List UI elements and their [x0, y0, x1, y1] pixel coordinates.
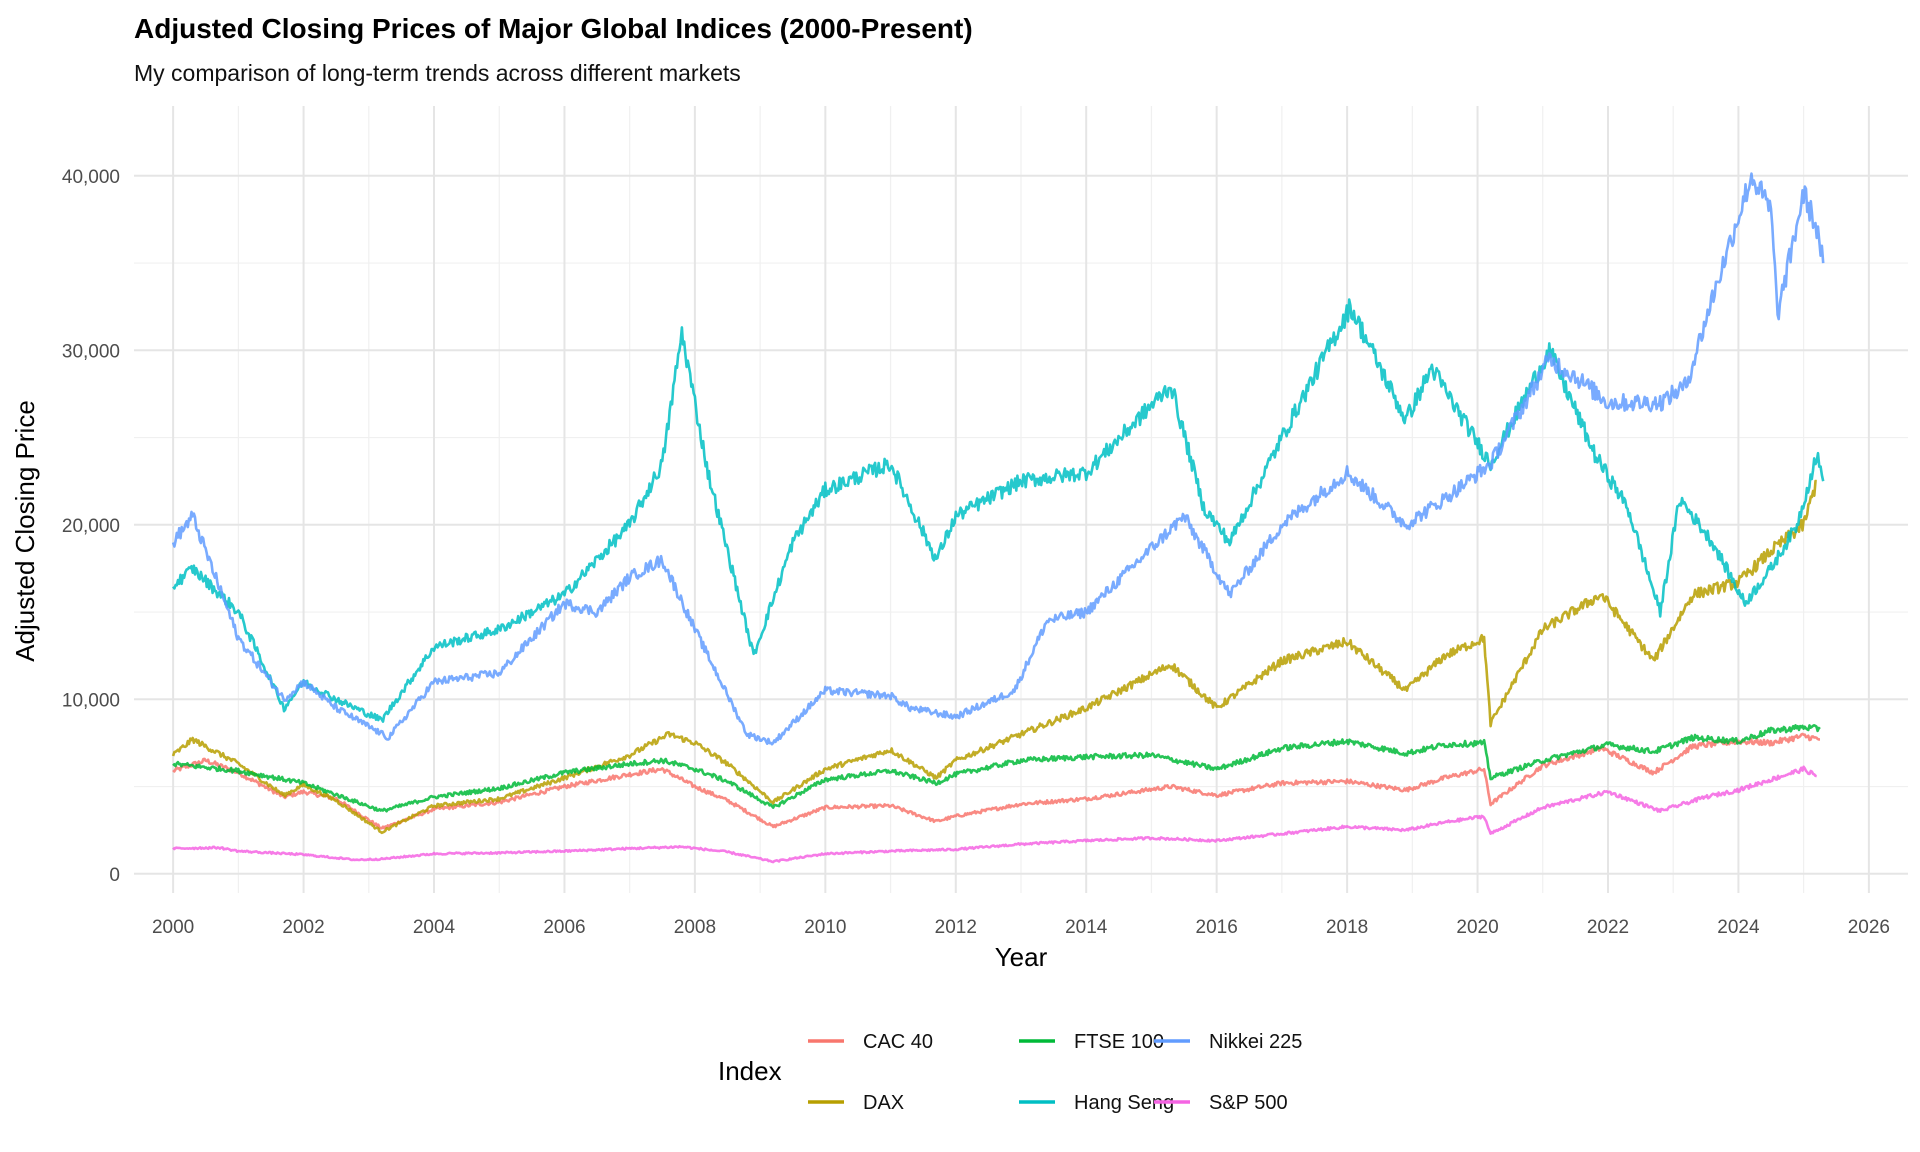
- y-axis-ticks: 0 10,000 20,000 30,000 40,000: [62, 167, 120, 886]
- series-lines: [171, 172, 1825, 864]
- y-tick-label: 0: [109, 865, 120, 886]
- x-tick-label: 2026: [1848, 917, 1890, 938]
- series-line-s-p-500: [172, 765, 1817, 864]
- legend-label-cac-40: CAC 40: [863, 1031, 933, 1053]
- x-tick-label: 2014: [1065, 917, 1108, 938]
- legend-title: Index: [718, 1056, 782, 1086]
- x-tick-label: 2002: [282, 917, 324, 938]
- legend-label-s-p-500: S&P 500: [1209, 1092, 1288, 1114]
- x-axis-ticks: 2000 2002 2004 2006 2008 2010 2012 2014 2016 2018…: [152, 917, 1890, 938]
- chart-title: Adjusted Closing Prices of Major Global …: [134, 13, 973, 44]
- legend: Index CAC 40 DAX FTSE 100 Hang Seng Nikkei 2…: [718, 1031, 1302, 1114]
- series-line-dax: [171, 479, 1817, 835]
- x-tick-label: 2024: [1717, 917, 1760, 938]
- y-tick-label: 40,000: [62, 167, 120, 188]
- x-tick-label: 2006: [543, 917, 585, 938]
- legend-label-nikkei-225: Nikkei 225: [1209, 1031, 1302, 1053]
- x-tick-label: 2012: [935, 917, 977, 938]
- x-tick-label: 2008: [674, 917, 716, 938]
- x-tick-label: 2010: [804, 917, 846, 938]
- x-axis-title: Year: [995, 942, 1048, 972]
- series-line-ftse-100: [172, 724, 1821, 813]
- series-line-hang-seng: [172, 298, 1825, 723]
- x-tick-label: 2018: [1326, 917, 1368, 938]
- x-tick-label: 2000: [152, 917, 194, 938]
- series-line-cac-40: [172, 732, 1821, 830]
- legend-label-ftse-100: FTSE 100: [1074, 1031, 1164, 1053]
- y-tick-label: 20,000: [62, 516, 120, 537]
- x-tick-label: 2016: [1196, 917, 1238, 938]
- y-tick-label: 10,000: [62, 690, 120, 711]
- grid: [134, 106, 1908, 893]
- y-axis-title: Adjusted Closing Price: [10, 400, 40, 662]
- y-tick-label: 30,000: [62, 341, 120, 362]
- legend-label-dax: DAX: [863, 1092, 904, 1114]
- legend-label-hang-seng: Hang Seng: [1074, 1092, 1174, 1114]
- chart-subtitle: My comparison of long-term trends across…: [134, 60, 741, 86]
- series-line-nikkei-225: [171, 172, 1825, 746]
- x-tick-label: 2004: [413, 917, 456, 938]
- x-tick-label: 2022: [1587, 917, 1629, 938]
- x-tick-label: 2020: [1456, 917, 1498, 938]
